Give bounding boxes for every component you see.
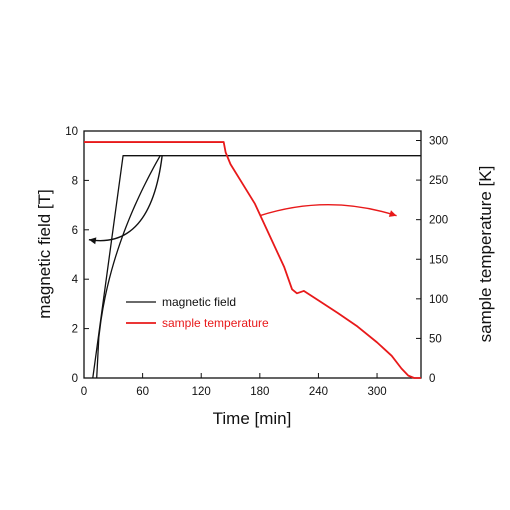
left-axis-title: magnetic field [T] [35,189,54,318]
right-tick-label: 300 [429,136,448,148]
annotation-layer [88,155,397,245]
x-tick-label: 120 [192,386,211,398]
left-tick-label: 10 [65,126,78,138]
series-line-magnetic-field-1 [96,155,161,379]
annotation-arrowhead-0 [88,237,97,245]
right-tick-label: 0 [429,373,435,385]
series-line-sample-temperature-2 [84,141,421,379]
annotation-arrow-0 [88,155,163,242]
right-tick-label: 50 [429,333,442,345]
right-axis-ticks: 0 50 100 150 200 250 300 [416,136,448,385]
plot-frame [83,130,422,379]
left-tick-label: 2 [72,324,78,336]
right-tick-label: 150 [429,254,448,266]
right-tick-label: 100 [429,294,448,306]
x-axis-ticks: 0 60 120 180 240 300 [81,373,387,398]
left-axis-ticks: 0 2 4 6 8 10 [65,126,89,385]
series-layer [84,141,421,379]
legend-label-sample-temperature: sample temperature [162,316,269,330]
annotation-arrowhead-1 [388,210,397,217]
x-tick-label: 300 [367,386,386,398]
right-axis-title: sample temperature [K] [476,166,495,343]
left-tick-label: 8 [72,175,78,187]
left-tick-label: 0 [72,373,78,385]
series-line-magnetic-field-0 [92,155,421,379]
x-axis-title: Time [min] [213,409,292,428]
legend: magnetic field sample temperature [126,295,269,330]
right-tick-label: 250 [429,175,448,187]
x-tick-label: 240 [309,386,328,398]
x-tick-label: 0 [81,386,87,398]
right-tick-label: 200 [429,215,448,227]
x-tick-label: 180 [250,386,269,398]
left-tick-label: 6 [72,225,78,237]
legend-label-magnetic-field: magnetic field [162,295,236,309]
x-tick-label: 60 [136,386,149,398]
annotation-arrow-1 [259,204,397,217]
left-tick-label: 4 [72,274,79,286]
